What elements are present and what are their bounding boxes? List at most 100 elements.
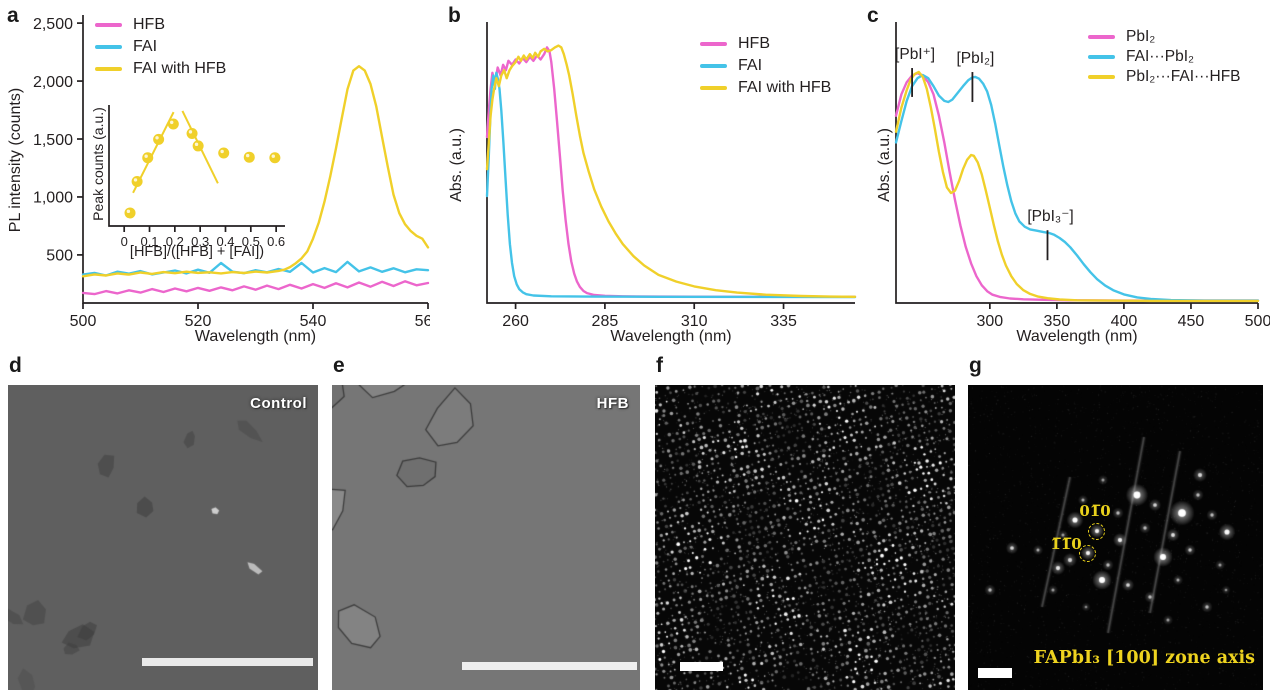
- panel-label-b: b: [448, 4, 461, 27]
- legend-swatch-pbi2-fai-hfb: [1088, 75, 1115, 79]
- legend-item-fai-with-hfb: FAI with HFB: [700, 77, 831, 99]
- scale-bar: [978, 668, 1012, 678]
- legend-label-fai-pbi2: FAI···PbI₂: [1126, 48, 1195, 65]
- legend-item-fai-pbi2: FAI···PbI₂: [1088, 47, 1241, 67]
- series-pbi-: [894, 71, 1260, 302]
- data-point-highlight: [170, 120, 174, 125]
- x-tick-label: 300: [977, 313, 1004, 330]
- x-tick-label: 400: [1111, 313, 1138, 330]
- legend-swatch-hfb: [700, 42, 727, 46]
- sem-image-control: [8, 385, 318, 690]
- scale-bar: [142, 658, 313, 666]
- legend-swatch-fai-with-hfb: [700, 86, 727, 90]
- panel-b-legend: HFB FAI FAI with HFB: [700, 33, 831, 99]
- legend-label-pbi2-fai-hfb: PbI₂···FAI···HFB: [1126, 68, 1241, 85]
- data-point: [124, 207, 136, 219]
- x-tick-label: 0.3: [191, 234, 209, 249]
- data-point-highlight: [194, 142, 199, 147]
- data-point: [192, 140, 204, 152]
- diffraction-index-label-010: 01̅0: [1079, 502, 1111, 520]
- series-fai: [81, 260, 430, 277]
- legend-label-fai: FAI: [738, 57, 763, 74]
- hfb-tag: HFB: [596, 395, 629, 412]
- series-hfb: [485, 46, 857, 298]
- diffraction-spot-circle-010: [1088, 523, 1105, 540]
- x-tick-label: 0.1: [140, 234, 158, 249]
- panel-a-x-axis-title: Wavelength (nm): [194, 328, 317, 345]
- series-hfb: [81, 280, 430, 296]
- legend-label-pbi2: PbI₂: [1126, 28, 1156, 45]
- scale-bar: [680, 662, 723, 671]
- axes: [108, 105, 285, 227]
- legend-label-fai: FAI: [133, 38, 158, 55]
- data-point-highlight: [144, 154, 148, 158]
- chart-c: 300 350 400 450 500 [PbI⁺] [PbI₂] [PbI₃⁻]: [894, 22, 1270, 330]
- panel-b: b Abs. (a.u.) Wavelength (nm) HFB FAI FA…: [430, 0, 860, 350]
- fft-pattern-image: [968, 385, 1263, 690]
- legend-label-hfb: HFB: [133, 16, 165, 33]
- annotation-label: [PbI₃⁻]: [1027, 208, 1073, 225]
- x-tick-label: 0: [121, 234, 128, 249]
- y-tick-label: 1,000: [33, 190, 73, 207]
- zone-axis-caption: FAPbI₃ [100] zone axis: [1033, 648, 1255, 668]
- x-tick-label: 285: [592, 313, 619, 330]
- panel-label-f: f: [656, 354, 663, 377]
- legend-label-fai-with-hfb: FAI with HFB: [133, 60, 227, 77]
- panel-a-legend: HFB FAI FAI with HFB: [95, 14, 226, 80]
- annotation-label: [PbI⁺]: [895, 46, 935, 63]
- y-tick-label: 500: [46, 248, 73, 265]
- x-tick-label: 520: [185, 313, 212, 330]
- data-point-highlight: [133, 178, 138, 182]
- data-point: [218, 147, 230, 159]
- legend-label-hfb: HFB: [738, 35, 770, 52]
- panel-c: c Abs. (a.u.) Wavelength (nm) PbI₂ FAI··…: [860, 0, 1270, 350]
- axes: [486, 22, 855, 304]
- x-tick-label: 540: [300, 313, 327, 330]
- scale-bar: [462, 662, 637, 670]
- data-point: [186, 127, 198, 139]
- y-tick-label: 2,500: [33, 16, 73, 33]
- legend-item-hfb: HFB: [95, 14, 226, 36]
- diffraction-spot-circle-110: [1079, 545, 1096, 562]
- panel-label-e: e: [333, 354, 345, 377]
- panel-d: d Control: [8, 352, 318, 698]
- chart-b: 260 285 310 335: [485, 22, 857, 330]
- panel-a: a PL intensity (counts) Wavelength (nm) …: [0, 0, 430, 350]
- diffraction-index-label-110: 1̅1̅0: [1050, 535, 1082, 553]
- x-tick-label: 560: [415, 313, 430, 330]
- series-fai: [485, 71, 857, 299]
- data-point-highlight: [126, 209, 131, 214]
- series-fai-pbi-: [894, 73, 1260, 302]
- annotation-label: [PbI₂]: [956, 50, 994, 67]
- data-point: [153, 133, 165, 145]
- x-tick-label: 450: [1178, 313, 1205, 330]
- panel-f: f: [655, 352, 955, 698]
- legend-swatch-fai-with-hfb: [95, 67, 122, 71]
- panel-label-g: g: [969, 354, 982, 377]
- series-pbi-fai-hfb: [894, 70, 1260, 303]
- legend-swatch-hfb: [95, 23, 122, 27]
- series-fai-with-hfb: [81, 64, 430, 278]
- x-tick-label: 0.5: [242, 234, 260, 249]
- inset-x-axis-title: [HFB]/([HFB] + [FAI]): [129, 244, 265, 260]
- x-tick-label: 500: [1245, 313, 1270, 330]
- legend-item-hfb: HFB: [700, 33, 831, 55]
- panel-e: e HFB: [332, 352, 640, 698]
- x-tick-label: 335: [770, 313, 797, 330]
- chart-a-inset: 0 0.1 0.2 0.3 0.4 0.5 0.6: [108, 105, 285, 249]
- panel-label-d: d: [9, 354, 22, 377]
- chart-a: 500 520 540 560 500 1,000 1,500 2,000 2,500: [33, 15, 430, 330]
- data-point: [131, 176, 143, 188]
- x-tick-label: 0.6: [267, 234, 285, 249]
- x-tick-label: 310: [681, 313, 708, 330]
- panel-label-a: a: [7, 4, 19, 27]
- data-point-highlight: [245, 153, 250, 158]
- panel-c-x-axis-title: Wavelength (nm): [1016, 328, 1138, 345]
- legend-swatch-fai: [95, 45, 122, 49]
- legend-swatch-pbi2: [1088, 35, 1115, 39]
- x-tick-label: 0.2: [166, 234, 184, 249]
- panel-a-inset-chart: Peak counts (a.u.) [HFB]/([HFB] + [FAI])…: [88, 95, 303, 265]
- series-fai-with-hfb: [485, 44, 857, 298]
- data-point-highlight: [271, 154, 275, 158]
